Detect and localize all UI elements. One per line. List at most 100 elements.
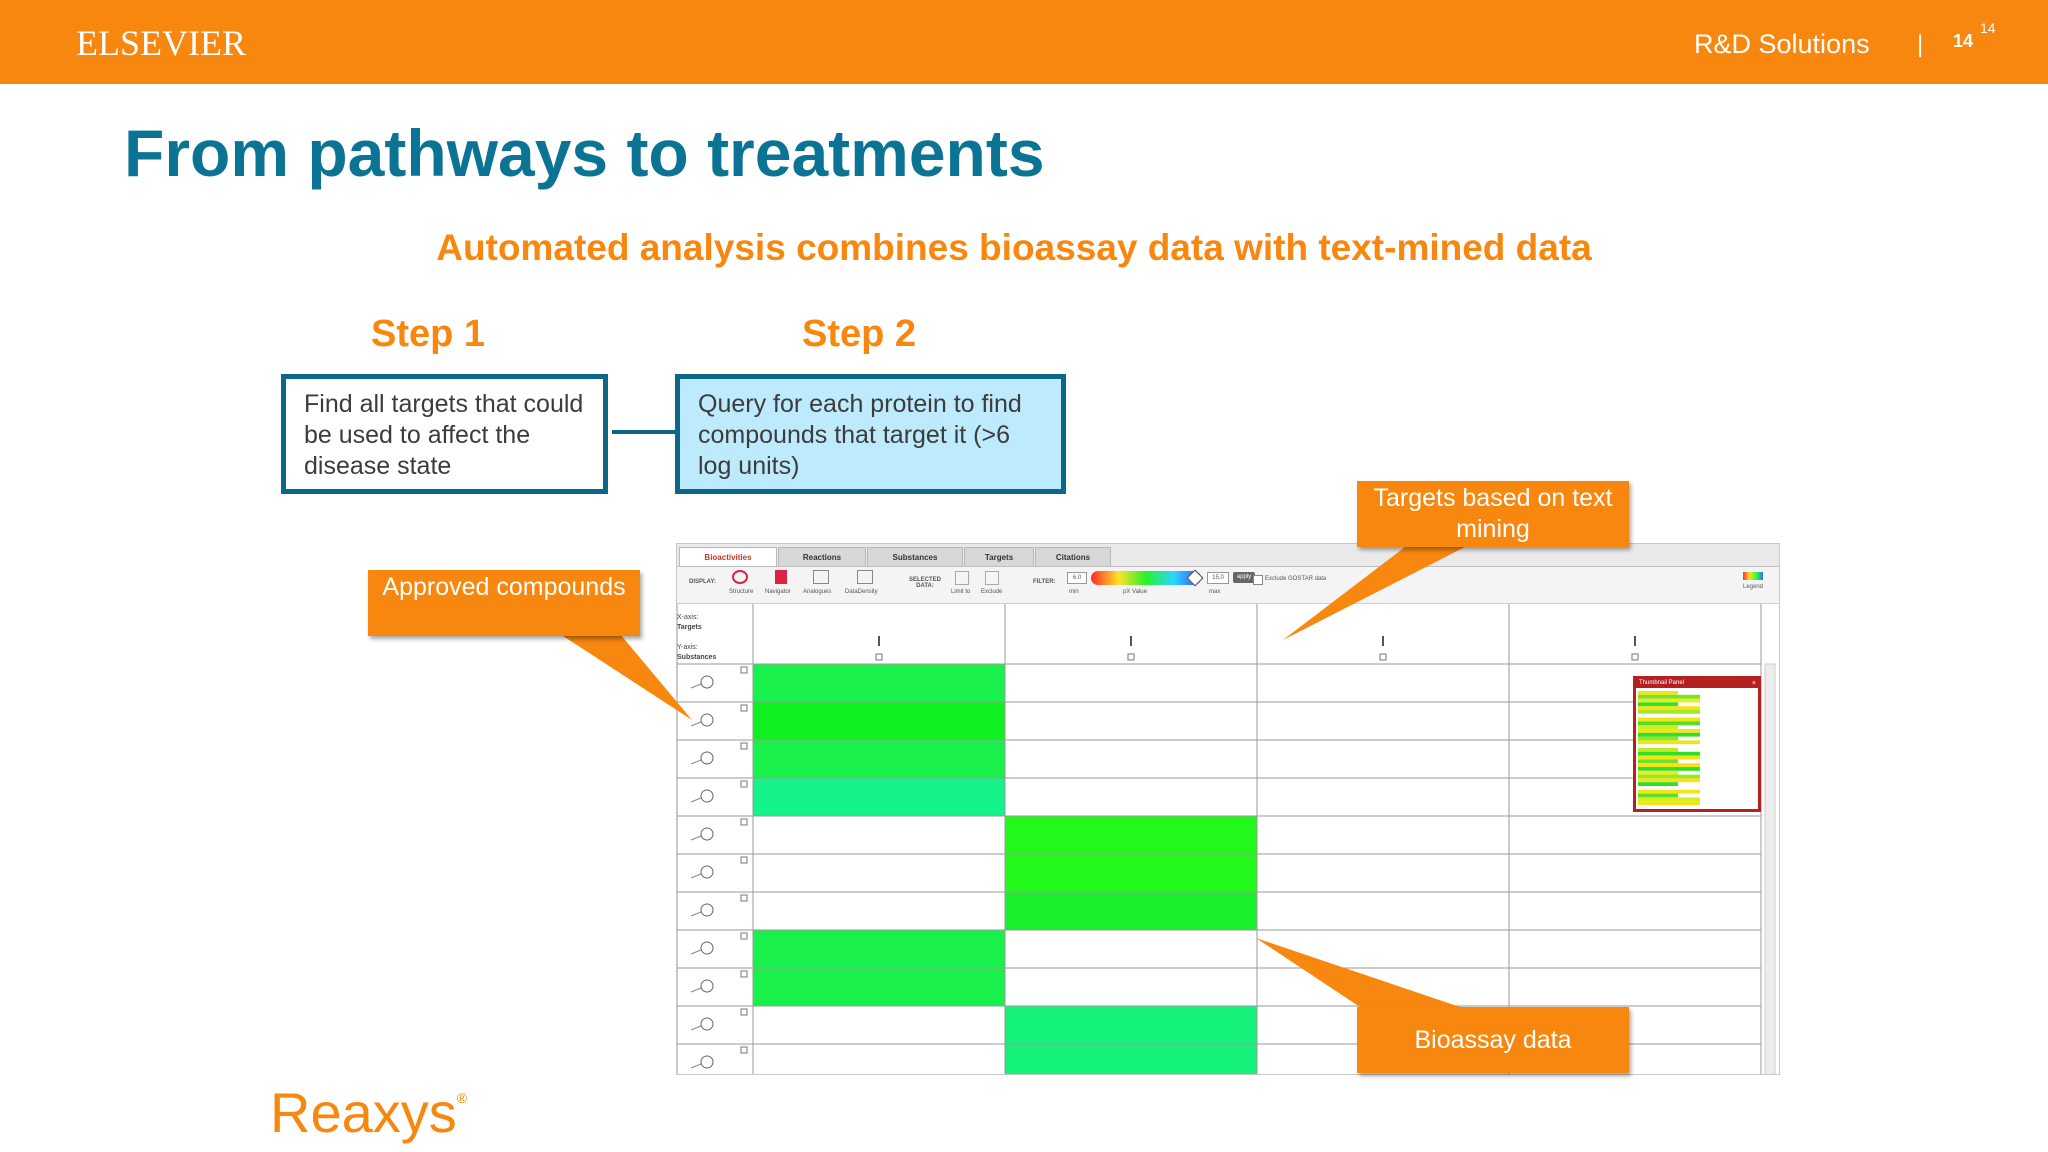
filter-min-caption: min <box>1069 589 1079 595</box>
structure-tool-label: Structure <box>729 589 754 595</box>
slide-subtitle: Automated analysis combines bioassay dat… <box>436 227 1592 268</box>
thumbnail-stripe <box>1638 759 1678 764</box>
x-axis-value: Targets <box>677 624 702 631</box>
close-icon[interactable]: × <box>1751 680 1756 687</box>
approved-compounds-callout: Approved compounds <box>368 570 640 636</box>
column-header-label <box>1130 636 1132 646</box>
px-value-caption: pX Value <box>1123 589 1147 595</box>
legend-icon[interactable] <box>1743 572 1763 580</box>
px-value-slider[interactable] <box>1091 571 1201 585</box>
page-number: 14 <box>1953 31 1974 51</box>
legend-label: Legend <box>1743 584 1764 590</box>
structure-tool-icon[interactable] <box>732 570 748 584</box>
thumbnail-stripe <box>1638 801 1700 805</box>
vertical-scrollbar <box>1764 663 1776 1074</box>
section-label: R&D Solutions <box>1694 29 1870 59</box>
compound-structure-icon <box>700 1055 714 1069</box>
tab-citations[interactable]: Citations <box>1035 547 1111 566</box>
thumbnail-stripe <box>1638 770 1678 775</box>
header-separator: | <box>1917 31 1924 58</box>
page-number-superscript: 14 <box>1980 20 1996 36</box>
thumbnail-stripe <box>1638 789 1700 794</box>
compound-structure-bond <box>690 873 702 879</box>
heatmap-cell <box>753 778 1005 816</box>
step2-text: Query for each protein to find compounds… <box>698 390 1022 480</box>
tab-reactions[interactable]: Reactions <box>778 547 866 566</box>
thumbnail-stripe <box>1638 767 1700 771</box>
compound-structure-bond <box>690 987 702 993</box>
limit-to-label: Limit to <box>951 589 971 595</box>
targets-callout: Targets based on text mining <box>1357 481 1629 547</box>
reaxys-logo: Reaxys® <box>270 1080 467 1145</box>
thumbnail-stripe <box>1638 710 1700 714</box>
thumbnail-stripe <box>1638 694 1700 699</box>
row-sort-icon <box>740 894 748 902</box>
tab-substances[interactable]: Substances <box>867 547 963 566</box>
compound-structure-icon <box>700 789 714 803</box>
exclude-gostar-checkbox[interactable] <box>1253 575 1263 585</box>
thumbnail-stripe <box>1638 736 1678 741</box>
compound-structure-bond <box>690 683 702 689</box>
thumbnail-stripe <box>1638 721 1700 726</box>
slide-title: From pathways to treatments <box>124 116 1045 190</box>
row-sort-icon <box>740 666 748 674</box>
column-sort-icon <box>875 653 883 661</box>
compound-structure-icon <box>700 941 714 955</box>
column-sort-icon <box>1379 653 1387 661</box>
thumbnail-stripe <box>1638 713 1678 718</box>
compound-structure-icon <box>700 827 714 841</box>
y-axis-value: Substances <box>677 654 717 661</box>
tab-bioactivities[interactable]: Bioactivities <box>679 547 777 566</box>
column-header-label <box>1634 636 1636 646</box>
thumbnail-stripe <box>1638 691 1678 695</box>
heatmap-cell <box>753 702 1005 740</box>
step2-box: Query for each protein to find compounds… <box>675 374 1066 494</box>
display-label: DISPLAY: <box>689 579 717 585</box>
heatmap-cell <box>1005 854 1257 892</box>
filter-max-input[interactable]: 15.0 <box>1207 572 1229 584</box>
compound-structure-icon <box>700 675 714 689</box>
thumbnail-stripe <box>1638 706 1700 710</box>
thumbnail-stripe <box>1638 774 1700 779</box>
thumbnail-stripe <box>1638 744 1700 748</box>
thumbnail-stripe <box>1638 698 1700 703</box>
row-sort-icon <box>740 1008 748 1016</box>
exclude-icon[interactable] <box>985 571 999 585</box>
step1-label: Step 1 <box>371 313 486 355</box>
heatmap-toolbar: DISPLAY: Structure Navigator Analogues D… <box>677 567 1779 604</box>
compound-structure-icon <box>700 903 714 917</box>
compound-structure-bond <box>690 759 702 765</box>
navigator-tool-icon[interactable] <box>775 570 787 584</box>
thumbnail-stripe <box>1638 755 1700 760</box>
thumbnail-stripe <box>1638 782 1678 786</box>
thumbnail-stripe <box>1638 717 1700 722</box>
thumbnail-stripe <box>1638 702 1678 707</box>
heatmap-cell <box>1005 1006 1257 1044</box>
filter-min-input[interactable]: 6.0 <box>1067 572 1087 584</box>
reaxys-heatmap-window: Bioactivities Reactions Substances Targe… <box>676 543 1780 1075</box>
limit-to-icon[interactable] <box>955 571 969 585</box>
column-sort-icon <box>1127 653 1135 661</box>
analogues-tool-icon[interactable] <box>813 570 829 584</box>
compound-structure-bond <box>690 949 702 955</box>
compound-structure-bond <box>690 797 702 803</box>
heatmap-cell <box>1005 1044 1257 1074</box>
thumbnail-heatmap <box>1638 691 1700 805</box>
step1-box: Find all targets that could be used to a… <box>281 374 608 494</box>
thumbnail-stripe <box>1638 729 1700 733</box>
datadensity-tool-label: DataDensity <box>845 589 878 595</box>
thumbnail-stripe <box>1638 740 1700 745</box>
registered-mark: ® <box>456 1090 468 1106</box>
apply-filter-button[interactable]: apply <box>1233 572 1255 583</box>
step1-text: Find all targets that could be used to a… <box>304 390 584 480</box>
datadensity-tool-icon[interactable] <box>857 570 873 584</box>
thumbnail-panel[interactable]: Thumbnail Panel × <box>1633 676 1761 812</box>
step2-label: Step 2 <box>802 313 917 355</box>
tab-targets[interactable]: Targets <box>964 547 1034 566</box>
row-sort-icon <box>740 1046 748 1054</box>
step-arrow <box>612 418 680 446</box>
exclude-gostar-label: Exclude GOSTAR data <box>1265 576 1327 582</box>
compound-structure-icon <box>700 1017 714 1031</box>
row-sort-icon <box>740 704 748 712</box>
row-sort-icon <box>740 856 748 864</box>
